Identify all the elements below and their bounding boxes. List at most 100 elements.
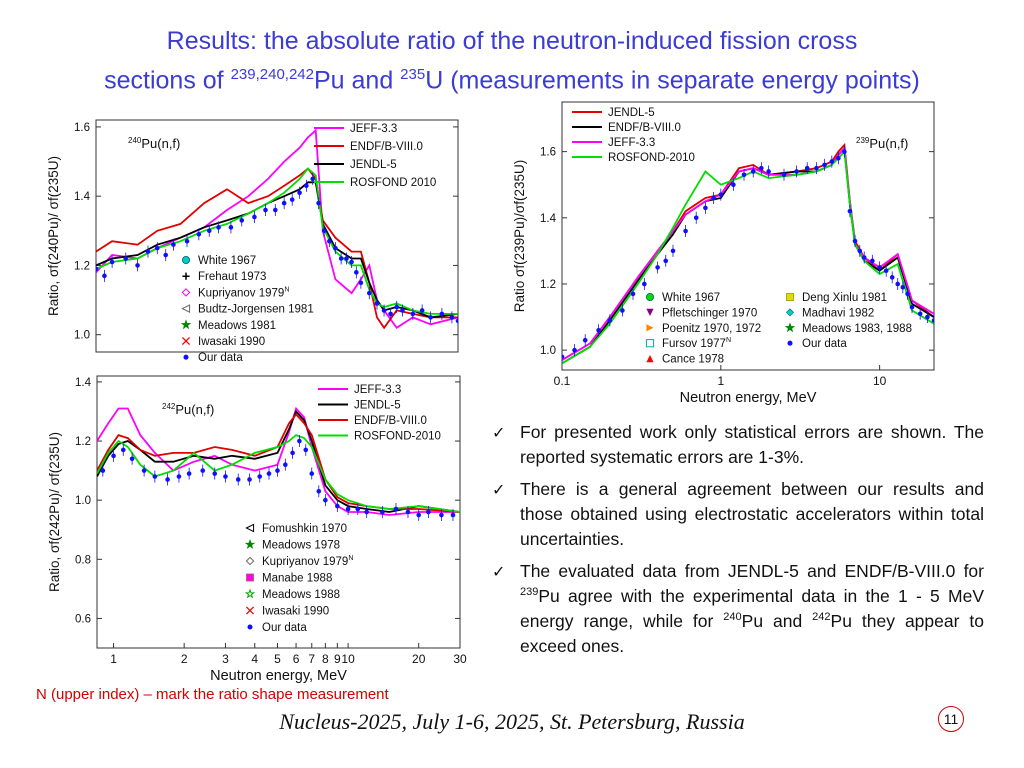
- title-sup-pu: 239,240,242: [230, 66, 314, 83]
- title-post: U (measurements in separate energy point…: [425, 66, 920, 95]
- conclusion-text: There is a general agreement between our…: [520, 479, 984, 549]
- legend-label: ROSFOND 2010: [350, 177, 436, 189]
- x-tick-label: 7: [308, 652, 315, 666]
- data-point: [344, 256, 349, 261]
- conclusion-item: ✓ The evaluated data from JENDL-5 and END…: [490, 559, 984, 659]
- data-point: [327, 238, 332, 244]
- legend-label: Budtz-Jorgensen 1981: [198, 304, 314, 316]
- x-axis-label: Neutron energy, MeV: [210, 668, 347, 684]
- data-point: [366, 290, 372, 296]
- legend-marker: [245, 606, 255, 615]
- y-tick-label: 1.6: [74, 122, 90, 134]
- legend-label: Fomushkin 1970: [262, 523, 347, 535]
- legend-label: Cance 1978: [662, 354, 724, 366]
- legend-marker: [784, 322, 796, 333]
- data-point: [781, 172, 787, 178]
- reaction-label: 242Pu(n,f): [162, 402, 214, 417]
- data-point: [931, 318, 934, 323]
- x-tick-label: 30: [453, 652, 467, 666]
- title-pre: sections of: [104, 66, 231, 95]
- data-point: [310, 176, 316, 182]
- legend-marker: [245, 556, 255, 566]
- legend-marker: [183, 354, 189, 360]
- data-point: [731, 182, 736, 188]
- reaction-label-text: Pu(n,f): [141, 136, 180, 151]
- data-point: [316, 200, 321, 206]
- data-point: [607, 318, 613, 323]
- data-point: [449, 315, 455, 320]
- x-tick-label: 3: [222, 652, 229, 666]
- x-axis-label: Neutron energy, MeV: [680, 390, 817, 406]
- y-tick-label: 1.4: [75, 377, 92, 389]
- data-point: [596, 327, 601, 333]
- data-point: [141, 468, 147, 473]
- data-point: [905, 291, 910, 297]
- x-tick-label: 20: [412, 652, 426, 666]
- legend-sup: N: [726, 337, 731, 344]
- data-point: [289, 197, 295, 202]
- data-point: [829, 159, 835, 164]
- checkmark-icon: ✓: [492, 480, 506, 499]
- data-point: [895, 281, 901, 287]
- data-point: [266, 471, 272, 476]
- y-tick-label: 1.6: [540, 147, 556, 159]
- x-tick-label: 4: [251, 652, 258, 666]
- footnote: N (upper index) – mark the ratio shape m…: [36, 686, 389, 703]
- reaction-label-text: Pu(n,f): [175, 402, 214, 417]
- reaction-label-sup: 239: [856, 136, 870, 145]
- data-point: [620, 308, 625, 313]
- legend-marker: [181, 336, 191, 346]
- data-point: [655, 265, 660, 270]
- chart-pu240: 1.0 1.2 1.4 1.6 Ratio, σf(240Pu)/ σf(235U) 24…: [46, 119, 459, 364]
- data-point: [852, 238, 858, 244]
- legend-label: Meadows 1981: [198, 320, 276, 332]
- data-point: [96, 266, 99, 272]
- data-point: [381, 308, 387, 313]
- legend-marker: [646, 355, 654, 363]
- x-tick-label: 5: [274, 652, 281, 666]
- data-point: [303, 447, 309, 453]
- data-point: [184, 238, 190, 244]
- legend-label: JEFF-3.3: [608, 137, 655, 149]
- data-point: [206, 228, 212, 234]
- data-point: [416, 512, 421, 518]
- legend-label: JEFF-3.3: [354, 384, 401, 396]
- data-point: [309, 471, 315, 476]
- data-point: [582, 337, 588, 343]
- data-point: [741, 172, 747, 178]
- data-point: [917, 311, 923, 317]
- y-axis-label: Ratio, σf(242Pu)/ σf(235U): [47, 432, 62, 592]
- data-point: [349, 259, 354, 265]
- data-point: [925, 314, 930, 320]
- y-axis-label: Ratio, σf(240Pu)/ σf(235U): [46, 156, 61, 316]
- data-point: [247, 477, 252, 482]
- data-point: [358, 280, 364, 286]
- data-point: [900, 284, 906, 290]
- reaction-label: 240Pu(n,f): [128, 136, 180, 151]
- data-point: [394, 304, 400, 310]
- data-point: [883, 268, 889, 274]
- y-tick-label: 1.2: [74, 260, 90, 272]
- y-tick-label: 0.6: [75, 613, 91, 625]
- conference-footer: Nucleus-2025, July 1-6, 2025, St. Peters…: [279, 709, 745, 734]
- data-point: [794, 169, 799, 174]
- data-point: [257, 474, 263, 479]
- data-point: [572, 347, 577, 353]
- series-line: [97, 434, 460, 513]
- data-point: [711, 195, 716, 201]
- data-point: [836, 155, 841, 161]
- legend-label: Kupriyanov 1979N: [262, 555, 353, 568]
- plot-area: [96, 128, 458, 330]
- x-tick-label: 1: [717, 374, 724, 388]
- data-point: [171, 242, 176, 247]
- legend-label: ENDF/B-VIII.0: [350, 141, 423, 153]
- data-point: [630, 291, 636, 297]
- data-point: [822, 162, 827, 168]
- data-point: [321, 228, 327, 234]
- data-point: [152, 474, 158, 479]
- data-point: [842, 149, 847, 154]
- x-tick-label: 6: [293, 652, 300, 666]
- y-tick-label: 1.2: [540, 279, 556, 291]
- legend-marker: [245, 523, 255, 533]
- legend-label: White 1967: [198, 255, 256, 267]
